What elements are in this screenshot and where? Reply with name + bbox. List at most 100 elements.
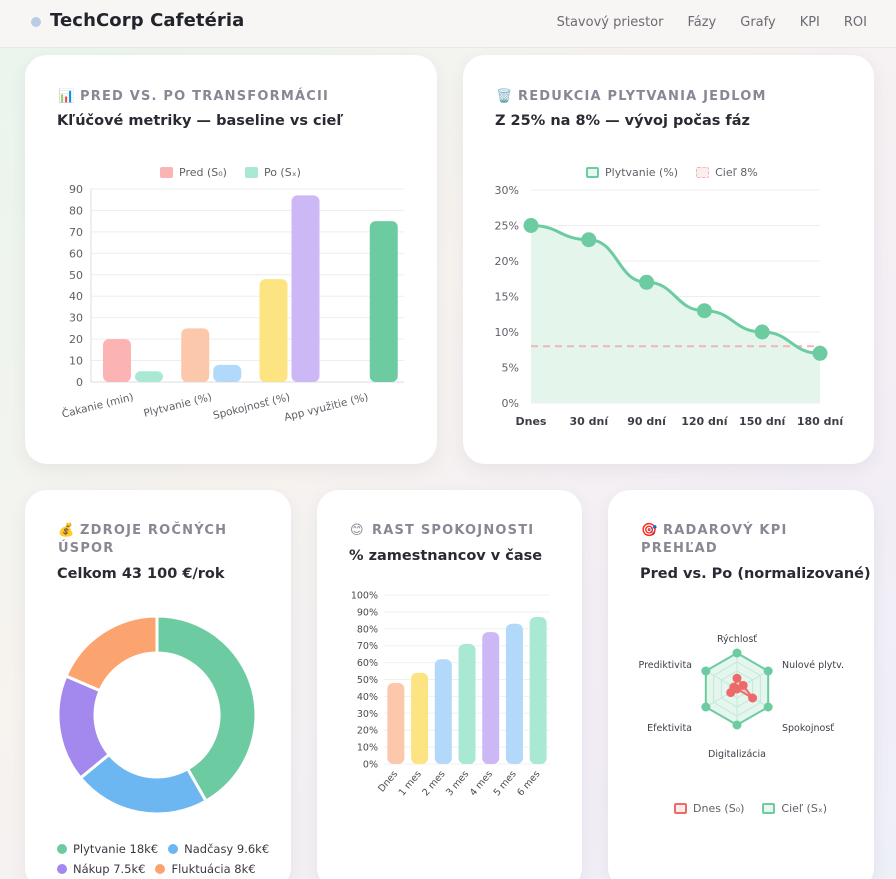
- y-tick-label: 5%: [502, 362, 519, 375]
- legend-label: Pred (S₀): [179, 166, 227, 179]
- card-title: % zamestnancov v čase: [349, 548, 543, 564]
- radar-axis-label: Spokojnosť: [782, 723, 834, 734]
- data-point: [812, 345, 828, 361]
- y-tick-label: 80%: [357, 624, 378, 635]
- bar-po: [135, 371, 163, 382]
- money-bag-icon: 💰: [58, 523, 75, 538]
- data-point: [754, 324, 770, 340]
- legend-item-plytvanie[interactable]: Plytvanie 18k€: [57, 842, 158, 856]
- nav-link-stavovy-priestor[interactable]: Stavový priestor: [556, 15, 664, 30]
- donut-legend: Plytvanie 18k€ Nadčasy 9.6k€ Nákup 7.5k€…: [57, 842, 279, 879]
- y-tick-label: 10: [69, 355, 83, 368]
- x-tick-label: 1 mes: [397, 769, 424, 798]
- legend-dot: [168, 844, 179, 854]
- legend-swatch: [244, 167, 258, 178]
- y-tick-label: 90%: [357, 607, 378, 618]
- y-tick-label: 60%: [357, 658, 378, 669]
- satisfaction-bar: [529, 616, 547, 764]
- x-tick-label: 3 mes: [444, 769, 471, 798]
- radar-now-point: [729, 682, 739, 692]
- donut-slice: [56, 674, 112, 781]
- legend-item-plytvanie[interactable]: Plytvanie (%): [586, 166, 678, 179]
- card-label-text: RADAROVÝ KPI PREHĽAD: [641, 523, 788, 556]
- radar-goal-point: [701, 702, 711, 712]
- radar-axis-label: Rýchlosť: [717, 634, 757, 645]
- y-tick-label: 70: [69, 226, 83, 239]
- legend-item-pred[interactable]: Pred (S₀): [160, 166, 227, 179]
- legend-item-nadcasy[interactable]: Nadčasy 9.6k€: [168, 842, 269, 856]
- y-tick-label: 10%: [357, 743, 378, 754]
- legend-item-dnes[interactable]: Dnes (S₀): [674, 802, 744, 815]
- y-tick-label: 30: [69, 312, 83, 325]
- y-tick-label: 20: [69, 333, 83, 346]
- bar-po: [291, 195, 320, 382]
- satisfaction-bar: [387, 682, 405, 764]
- legend-label: Po (Sₓ): [263, 166, 301, 179]
- radar-goal-point: [763, 702, 773, 712]
- bar-pred: [259, 279, 288, 382]
- legend-dot: [155, 864, 166, 874]
- satisfaction-bar: [458, 644, 476, 764]
- bar-pred: [181, 328, 210, 382]
- donut-slice: [155, 614, 258, 804]
- legend-item-fluktuacia[interactable]: Fluktuácia 8k€: [155, 862, 256, 876]
- chart-legend: Pred (S₀) Po (Sₓ): [160, 166, 319, 179]
- legend-swatch: [762, 803, 776, 814]
- card-label: 💰 ZDROJE ROČNÝCH ÚSPOR: [58, 522, 258, 558]
- before-after-bar-chart: 0 10 20 30 40 50 60 70 80 90 Čakanie (min) Plytvani…: [60, 183, 404, 424]
- card-label-text: RAST SPOKOJNOSTI: [372, 523, 535, 538]
- legend-item-ciel[interactable]: Cieľ 8%: [696, 166, 758, 179]
- card-label: 😊 RAST SPOKOJNOSTI: [350, 522, 534, 540]
- x-tick-label: Spokojnosť (%): [212, 391, 292, 422]
- y-tick-label: 0%: [502, 397, 519, 410]
- y-tick-label: 40%: [357, 692, 378, 703]
- bar-po: [369, 221, 398, 382]
- legend-dot: [57, 844, 67, 854]
- nav-link-fazy[interactable]: Fázy: [687, 15, 717, 30]
- bar-pred: [103, 339, 131, 382]
- radar-goal-point: [701, 666, 711, 676]
- nav-link-roi[interactable]: ROI: [843, 15, 867, 30]
- card-title: Z 25% na 8% — vývoj počas fáz: [495, 113, 750, 129]
- y-tick-label: 80: [69, 204, 83, 217]
- y-tick-label: 70%: [357, 641, 378, 652]
- brand-title[interactable]: TechCorp Cafetéria: [50, 10, 245, 31]
- legend-swatch: [674, 803, 687, 814]
- legend-label: Plytvanie (%): [605, 166, 679, 179]
- satisfaction-bar: [482, 632, 500, 764]
- data-point: [639, 274, 655, 290]
- legend-item-ciel[interactable]: Cieľ (Sₓ): [762, 802, 827, 815]
- legend-swatch: [696, 167, 710, 178]
- radar-axis-label: Efektivita: [647, 723, 692, 734]
- x-tick-label: 6 mes: [515, 769, 542, 798]
- radar-goal-point: [763, 666, 773, 676]
- x-tick-label: 5 mes: [492, 769, 519, 798]
- top-nav: TechCorp Cafetéria Stavový priestor Fázy…: [0, 0, 896, 48]
- y-tick-label: 0: [76, 376, 83, 389]
- y-tick-label: 30%: [357, 709, 378, 720]
- y-tick-label: 50%: [357, 675, 378, 686]
- legend-label: Dnes (S₀): [693, 802, 745, 815]
- nav-link-grafy[interactable]: Grafy: [740, 15, 776, 30]
- y-tick-label: 15%: [495, 291, 519, 304]
- nav-link-kpi[interactable]: KPI: [799, 15, 820, 30]
- y-tick-label: 25%: [495, 220, 519, 233]
- y-tick-label: 40: [69, 290, 83, 303]
- target-icon: 🎯: [641, 523, 658, 538]
- satisfaction-bar: [505, 623, 523, 764]
- area-fill: [531, 225, 820, 403]
- x-tick-label: 150 dní: [739, 415, 786, 428]
- y-tick-label: 10%: [495, 326, 519, 339]
- x-tick-label: Čakanie (min): [60, 390, 134, 420]
- radar-goal-point: [732, 720, 742, 730]
- trash-icon: 🗑️: [496, 89, 513, 104]
- card-label-text: REDUKCIA PLYTVANIA JEDLOM: [518, 89, 767, 104]
- card-label: 📊 PRED VS. PO TRANSFORMÁCII: [58, 88, 329, 106]
- x-tick-label: Dnes: [516, 415, 547, 428]
- legend-item-nakup[interactable]: Nákup 7.5k€: [57, 862, 145, 876]
- x-tick-label: 30 dní: [569, 415, 609, 428]
- bar-chart-icon: 📊: [58, 89, 75, 104]
- legend-label: Fluktuácia 8k€: [171, 862, 256, 876]
- legend-item-po[interactable]: Po (Sₓ): [244, 166, 301, 179]
- y-tick-label: 60: [69, 247, 83, 260]
